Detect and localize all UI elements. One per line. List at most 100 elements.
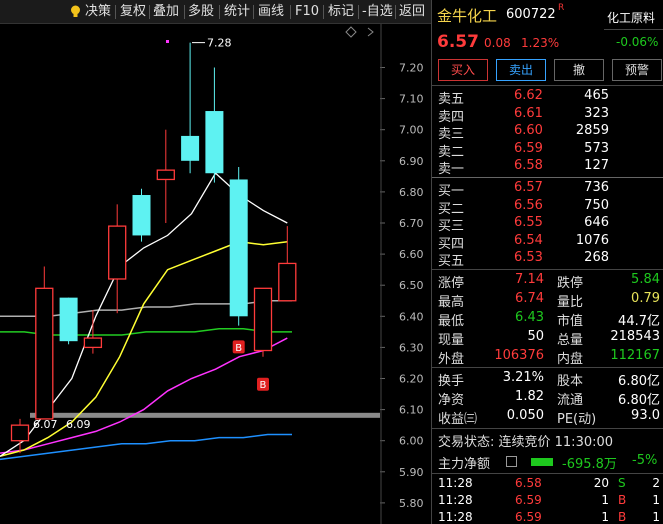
ask-volume: 465	[584, 88, 609, 103]
candle	[181, 42, 200, 174]
margin-badge: R	[558, 3, 565, 13]
tick-row: 11:28 6.59 1 B 1	[432, 510, 663, 524]
high-price-label: 7.28	[207, 37, 232, 50]
toolbar-back[interactable]: 返回	[399, 4, 426, 19]
ask-volume: 573	[584, 140, 609, 156]
ask-label: 卖四	[438, 109, 465, 125]
buy-signal-marker: B	[232, 340, 245, 354]
stats-row: 换手 3.21% 股本 6.80亿	[432, 370, 663, 389]
tick-time: 11:28	[438, 476, 473, 490]
price-tick-label: 6.70	[399, 217, 424, 230]
bid-row[interactable]: 买一 6.57 736	[432, 180, 663, 199]
candle-body	[10, 424, 30, 442]
bid-row[interactable]: 买五 6.53 268	[432, 250, 663, 269]
candle	[10, 418, 30, 454]
stat-key: 总量	[557, 333, 584, 348]
tick-side: B	[618, 493, 627, 507]
chart-grid	[30, 26, 380, 418]
bid-row[interactable]: 买四 6.54 1076	[432, 233, 663, 252]
stat-value: 0.79	[631, 291, 660, 306]
ask-label: 卖三	[438, 127, 465, 142]
chevron-right-icon[interactable]	[367, 27, 374, 37]
main-flow-bar	[531, 458, 553, 466]
bid-volume: 736	[584, 180, 609, 195]
sell-button[interactable]: 卖出	[496, 59, 546, 81]
stat-value: 50	[527, 329, 544, 344]
ask-row[interactable]: 卖一 6.58 127	[432, 158, 663, 177]
stat-value: 6.80亿	[618, 374, 660, 389]
ask-price: 6.62	[514, 88, 543, 103]
bid-price: 6.55	[514, 215, 543, 230]
price-tick-label: 5.80	[399, 497, 424, 510]
stat-key: 股本	[557, 374, 584, 389]
candle	[253, 287, 273, 357]
candle-body	[59, 297, 78, 342]
chart-annotations: 7.28 6.07 6.09 B B	[33, 37, 269, 431]
tick-price: 6.59	[515, 510, 542, 524]
ask-label: 卖五	[438, 92, 465, 107]
toolbar-remove-watchlist[interactable]: -自选	[362, 4, 393, 19]
toolbar-restore-rights[interactable]: 复权	[120, 4, 147, 19]
ask-row[interactable]: 卖三 6.60 2859	[432, 123, 663, 142]
stat-value: 3.21%	[502, 370, 544, 385]
main-flow-value: -695.8万	[562, 457, 617, 472]
buy-button[interactable]: 买入	[438, 59, 488, 81]
price-alert-button[interactable]: 预警	[612, 59, 662, 81]
sector-name[interactable]: 化工原料	[607, 11, 656, 25]
stats-row: 收益㈢ 0.050 PE(动) 93.0	[432, 408, 663, 427]
bid-row[interactable]: 买二 6.56 750	[432, 198, 663, 217]
tick-price: 6.58	[515, 476, 542, 490]
ask-label: 卖二	[438, 144, 465, 160]
buy-signal-label: B	[235, 343, 242, 354]
stats-row: 净资 1.82 流通 6.80亿	[432, 389, 663, 408]
lightbulb-icon[interactable]	[70, 5, 81, 18]
toolbar-draw-line[interactable]: 画线	[258, 4, 285, 19]
ask-label: 卖一	[438, 162, 465, 177]
candle	[83, 310, 103, 354]
toolbar-statistics[interactable]: 统计	[224, 4, 251, 19]
kline-chart[interactable]: 7.20 7.10 7.00 6.90 6.80 6.70 6.60 6.50 6.40 6.30…	[0, 24, 431, 524]
buy-signal-label: B	[260, 380, 267, 391]
toolbar-decision[interactable]: 决策	[85, 4, 112, 19]
price-tick-label: 6.90	[399, 155, 424, 168]
tick-volume: 20	[593, 476, 609, 490]
bid-row[interactable]: 买三 6.55 646	[432, 215, 663, 234]
tick-row: 11:28 6.59 1 B 1	[432, 493, 663, 511]
candlesticks	[10, 42, 297, 454]
bid-label: 买三	[438, 219, 465, 234]
toolbar-f10[interactable]: F10	[295, 4, 320, 19]
tick-count: 1	[652, 493, 660, 507]
support-level-band	[30, 412, 380, 418]
candle	[35, 266, 54, 420]
stat-key: 流通	[557, 393, 584, 408]
price-change: 0.08	[484, 36, 511, 50]
price-tick-label: 6.10	[399, 404, 424, 417]
toolbar-mark[interactable]: 标记	[328, 4, 355, 19]
ask-price: 6.60	[514, 123, 543, 138]
sector-change: -0.06%	[616, 35, 659, 49]
stats-row: 最高 6.74 量比 0.79	[432, 291, 663, 310]
toolbar-overlay[interactable]: 叠加	[153, 4, 180, 19]
toolbar-multi-stock[interactable]: 多股	[188, 4, 215, 19]
candle	[59, 297, 78, 345]
price-tick-label: 6.30	[399, 341, 424, 354]
cancel-order-button[interactable]: 撤	[554, 59, 604, 81]
stock-name: 金牛化工	[437, 7, 498, 25]
bid-volume: 646	[584, 215, 609, 230]
stat-key: 跌停	[557, 276, 584, 291]
list-icon[interactable]	[506, 456, 517, 467]
candle-body	[35, 287, 54, 420]
trade-status: 交易状态: 连续竞价 11:30:00	[438, 435, 614, 450]
candle-body	[132, 195, 151, 236]
stat-key: 现量	[438, 333, 465, 348]
ask-volume: 127	[584, 158, 609, 173]
stat-value: 7.14	[515, 272, 544, 287]
candle	[108, 204, 127, 314]
ask-row[interactable]: 卖四 6.61 323	[432, 106, 663, 125]
tick-volume: 1	[601, 510, 609, 524]
ask-row[interactable]: 卖五 6.62 465	[432, 88, 663, 107]
ask-row[interactable]: 卖二 6.59 573	[432, 140, 663, 160]
candle	[229, 167, 248, 326]
stat-value: 1.82	[515, 389, 544, 404]
stat-value: 93.0	[631, 408, 660, 423]
